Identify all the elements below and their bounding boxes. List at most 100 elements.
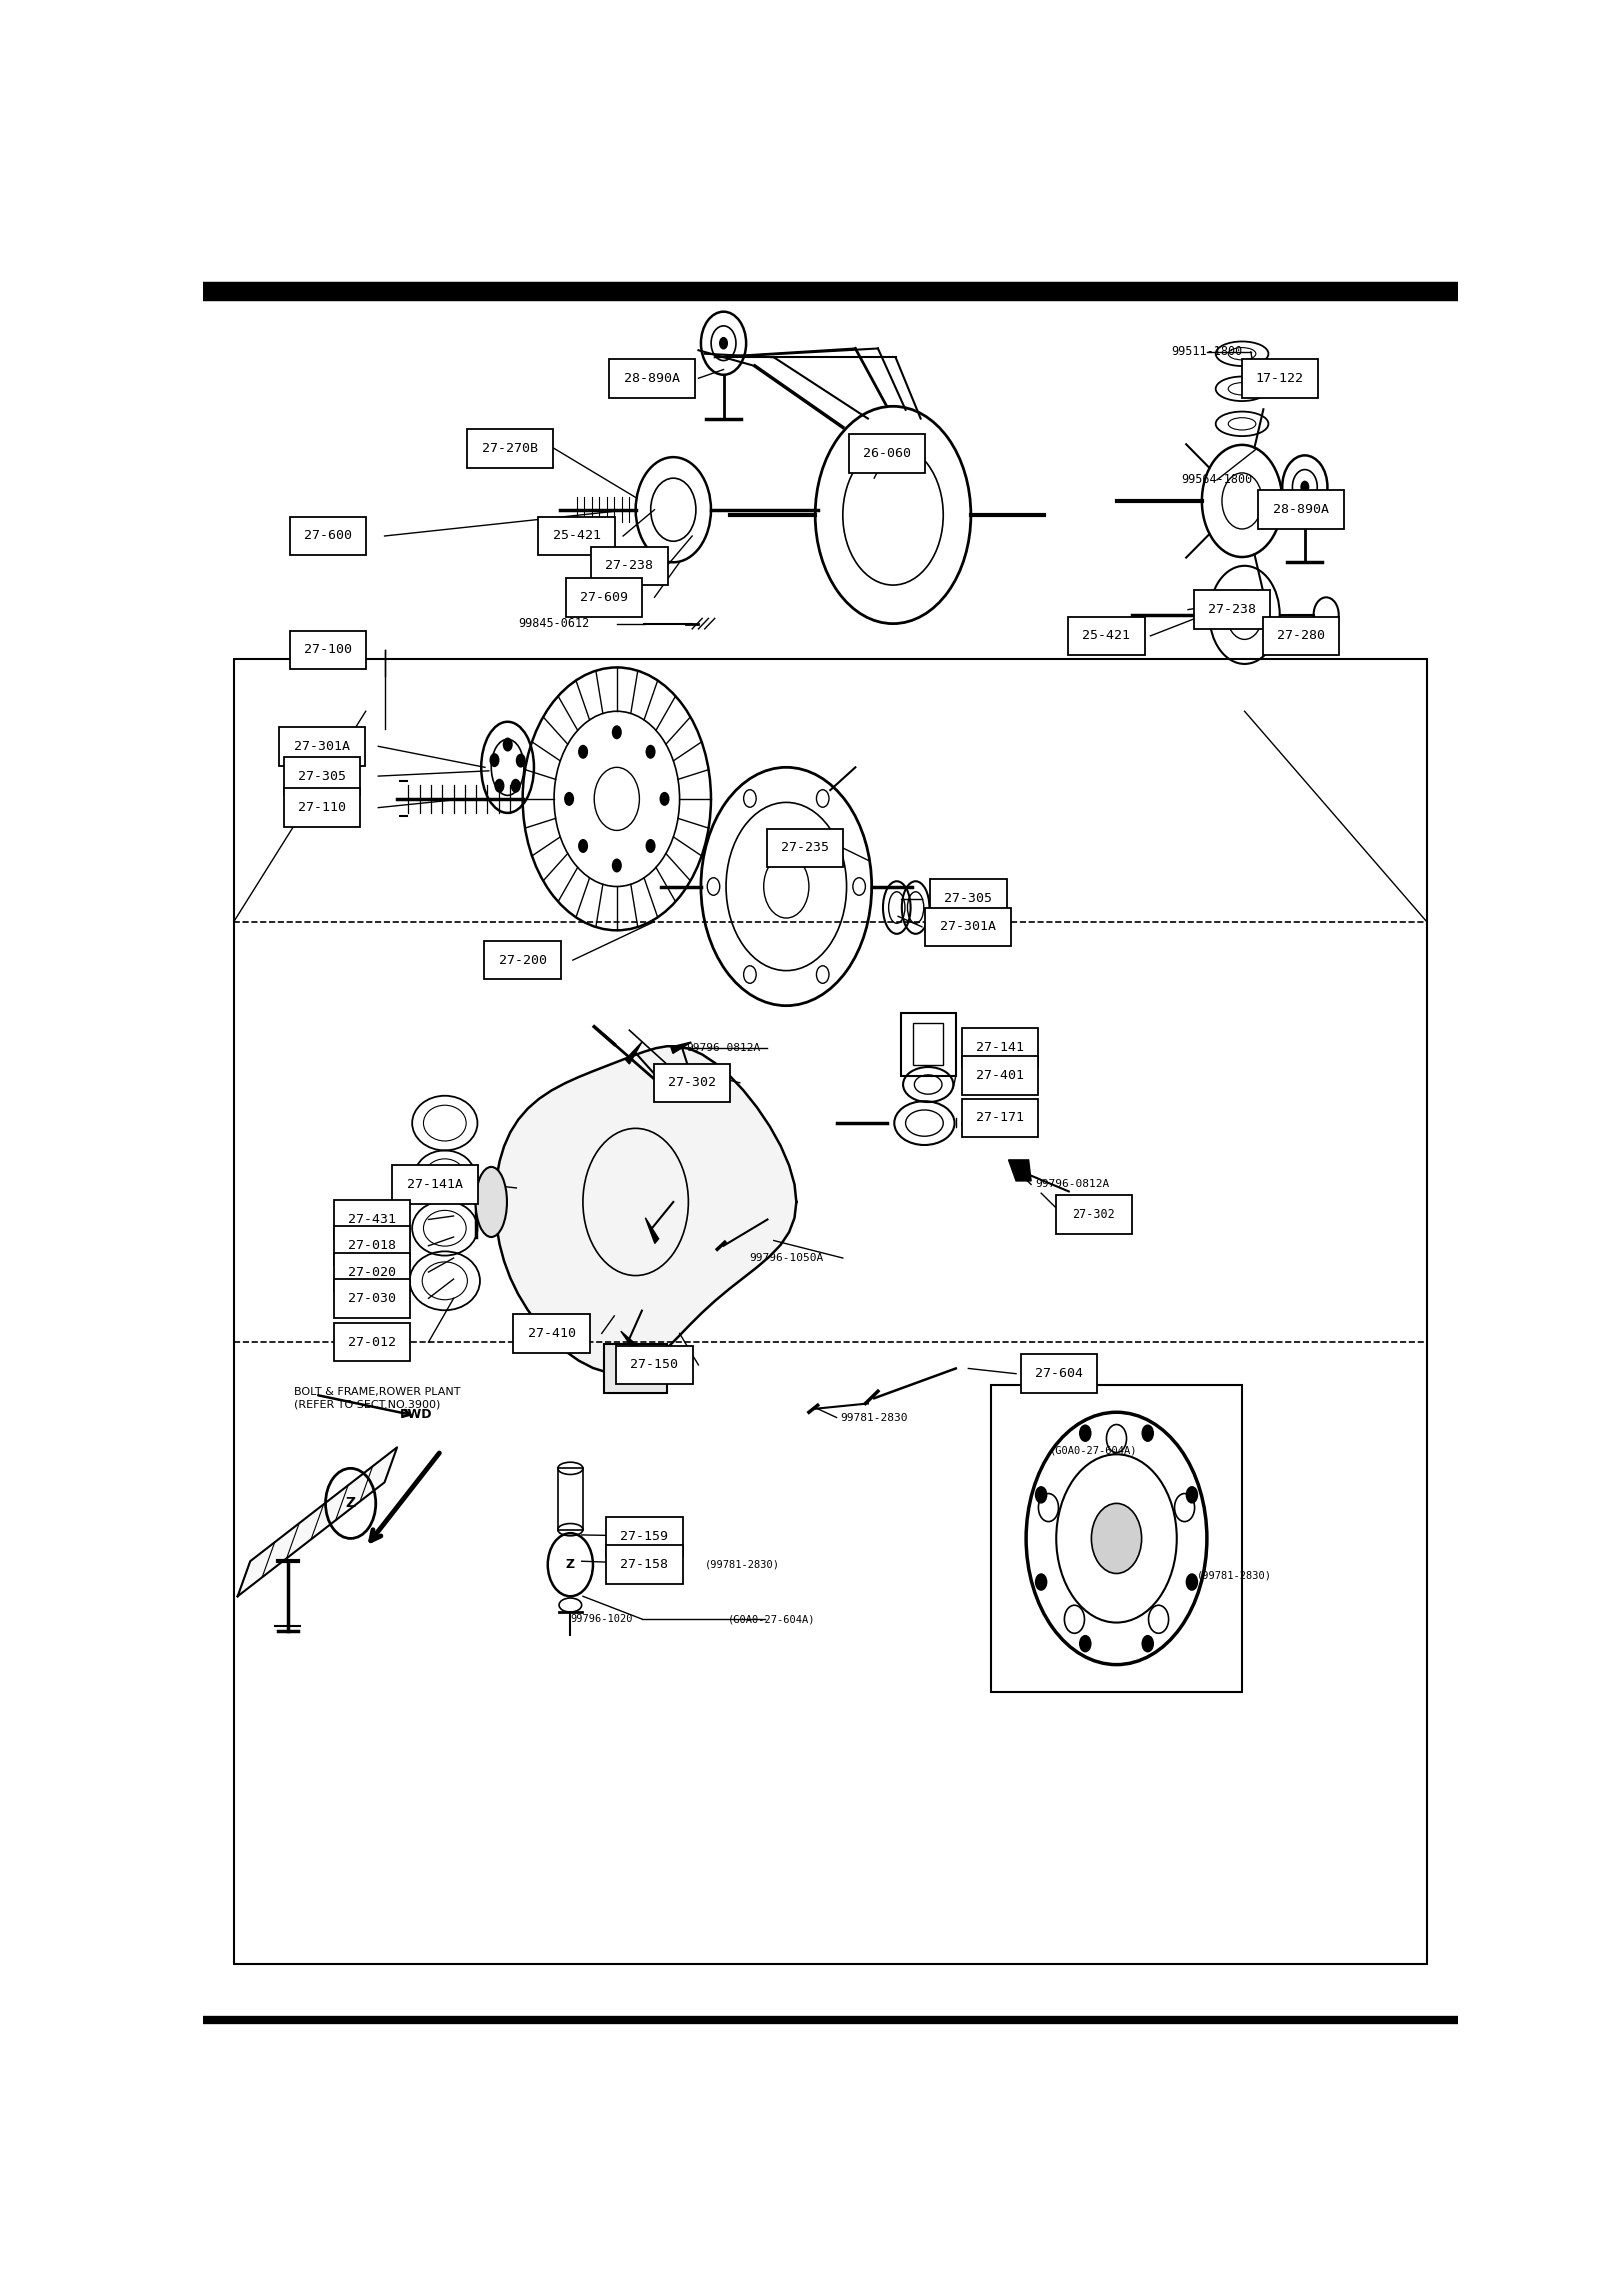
Text: 99845-0612: 99845-0612 (518, 617, 590, 630)
Circle shape (1301, 480, 1309, 494)
Text: 27-302: 27-302 (1072, 1209, 1115, 1220)
FancyBboxPatch shape (334, 1252, 410, 1290)
Polygon shape (238, 1448, 397, 1595)
FancyBboxPatch shape (1194, 589, 1270, 628)
Text: 99796-1020: 99796-1020 (570, 1614, 633, 1625)
Text: (G0A0-27-604A): (G0A0-27-604A) (727, 1614, 815, 1625)
Text: 27-401: 27-401 (975, 1070, 1024, 1083)
Polygon shape (671, 1042, 692, 1054)
FancyBboxPatch shape (467, 430, 552, 467)
Text: BOLT & FRAME,ROWER PLANT
(REFER TO SECT.NO.3900): BOLT & FRAME,ROWER PLANT (REFER TO SECT.… (295, 1388, 460, 1409)
Bar (604, 1343, 667, 1393)
Circle shape (1035, 1573, 1048, 1591)
Text: 99796-0812A: 99796-0812A (687, 1042, 761, 1054)
Text: 28-890A: 28-890A (1273, 503, 1328, 517)
Text: 27-238: 27-238 (1209, 603, 1256, 617)
Text: 27-150: 27-150 (630, 1359, 679, 1372)
Circle shape (515, 753, 526, 767)
Text: 27-301A: 27-301A (940, 920, 996, 933)
Text: (G0A0-27-604A): (G0A0-27-604A) (1050, 1445, 1137, 1457)
FancyBboxPatch shape (962, 1029, 1038, 1067)
FancyBboxPatch shape (925, 908, 1011, 947)
Text: 27-270B: 27-270B (483, 442, 538, 455)
Ellipse shape (476, 1168, 507, 1238)
FancyBboxPatch shape (616, 1345, 693, 1384)
Text: 99564-1800: 99564-1800 (1181, 473, 1252, 487)
FancyBboxPatch shape (284, 787, 360, 826)
Text: 27-238: 27-238 (606, 560, 653, 571)
Bar (901, 1013, 956, 1077)
Text: 26-060: 26-060 (863, 446, 910, 460)
Text: 27-431: 27-431 (348, 1213, 395, 1227)
FancyBboxPatch shape (1264, 617, 1340, 655)
Polygon shape (645, 1218, 659, 1243)
Circle shape (564, 792, 573, 806)
Text: (99781-2830): (99781-2830) (705, 1559, 779, 1570)
FancyBboxPatch shape (1241, 360, 1319, 398)
Circle shape (510, 778, 520, 792)
FancyBboxPatch shape (606, 1518, 682, 1557)
Text: 27-600: 27-600 (305, 530, 352, 542)
Polygon shape (620, 1331, 638, 1352)
FancyBboxPatch shape (609, 360, 695, 398)
Circle shape (502, 737, 514, 751)
Text: 27-030: 27-030 (348, 1293, 395, 1304)
FancyBboxPatch shape (654, 1063, 731, 1102)
FancyBboxPatch shape (1068, 617, 1145, 655)
Circle shape (1035, 1486, 1048, 1504)
Circle shape (1142, 1425, 1153, 1443)
Circle shape (1092, 1504, 1142, 1573)
Text: 27-410: 27-410 (528, 1327, 575, 1341)
FancyBboxPatch shape (1259, 489, 1345, 528)
Text: 25-421: 25-421 (552, 530, 601, 542)
Text: 27-305: 27-305 (298, 769, 345, 783)
Text: 27-302: 27-302 (667, 1077, 716, 1090)
Circle shape (489, 753, 499, 767)
Circle shape (612, 726, 622, 740)
Text: 27-141A: 27-141A (407, 1179, 463, 1190)
Text: 27-171: 27-171 (975, 1111, 1024, 1124)
Text: 99511-1800: 99511-1800 (1171, 346, 1243, 360)
Text: 27-305: 27-305 (944, 892, 993, 906)
Text: 27-158: 27-158 (620, 1559, 669, 1570)
Text: 27-235: 27-235 (781, 842, 829, 854)
Text: 27-280: 27-280 (1277, 630, 1325, 642)
Bar (991, 1386, 1243, 1691)
Bar (233, 658, 1427, 1964)
Text: 99796-1050A: 99796-1050A (748, 1254, 823, 1263)
FancyBboxPatch shape (392, 1165, 478, 1204)
Circle shape (612, 858, 622, 872)
FancyBboxPatch shape (484, 940, 561, 979)
FancyBboxPatch shape (284, 758, 360, 794)
Text: 27-018: 27-018 (348, 1238, 395, 1252)
Circle shape (1186, 1573, 1199, 1591)
FancyBboxPatch shape (1021, 1354, 1097, 1393)
Polygon shape (625, 1042, 642, 1063)
Circle shape (494, 778, 504, 792)
FancyBboxPatch shape (279, 726, 364, 765)
Text: 27-100: 27-100 (305, 644, 352, 655)
Bar (557, 1468, 583, 1529)
FancyBboxPatch shape (962, 1056, 1038, 1095)
Circle shape (1186, 1486, 1199, 1504)
Polygon shape (1009, 1161, 1032, 1181)
Text: 17-122: 17-122 (1256, 371, 1304, 385)
Circle shape (659, 792, 669, 806)
FancyBboxPatch shape (962, 1099, 1038, 1138)
FancyBboxPatch shape (766, 828, 844, 867)
Circle shape (1079, 1425, 1092, 1443)
Circle shape (1142, 1634, 1153, 1652)
FancyBboxPatch shape (290, 630, 366, 669)
Text: 25-421: 25-421 (1082, 630, 1131, 642)
Text: (99781-2830): (99781-2830) (1197, 1570, 1272, 1580)
FancyBboxPatch shape (930, 879, 1006, 917)
Polygon shape (496, 1047, 797, 1372)
FancyBboxPatch shape (334, 1279, 410, 1318)
FancyBboxPatch shape (290, 517, 366, 555)
Text: Z: Z (565, 1559, 575, 1570)
FancyBboxPatch shape (538, 517, 616, 555)
Bar (233, 922, 1427, 1343)
FancyBboxPatch shape (334, 1227, 410, 1265)
FancyBboxPatch shape (606, 1545, 682, 1584)
Text: 27-020: 27-020 (348, 1265, 395, 1279)
